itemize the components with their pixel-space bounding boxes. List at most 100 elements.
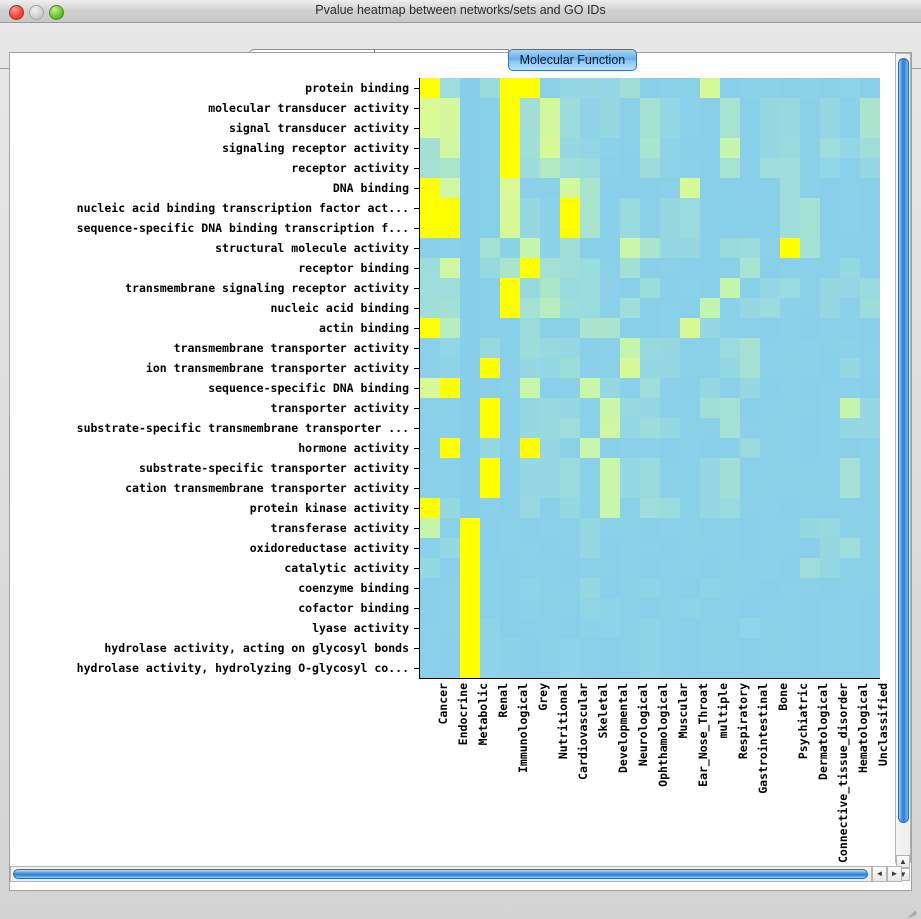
heatmap-cell[interactable] [540, 198, 560, 218]
heatmap-cell[interactable] [680, 378, 700, 398]
heatmap-cell[interactable] [860, 458, 880, 478]
heatmap-cell[interactable] [700, 218, 720, 238]
heatmap-cell[interactable] [700, 378, 720, 398]
heatmap-cell[interactable] [820, 278, 840, 298]
heatmap-cell[interactable] [780, 438, 800, 458]
heatmap-cell[interactable] [720, 658, 740, 678]
heatmap-cell[interactable] [600, 518, 620, 538]
heatmap-cell[interactable] [460, 558, 480, 578]
heatmap-cell[interactable] [740, 478, 760, 498]
heatmap-cell[interactable] [780, 298, 800, 318]
heatmap-cell[interactable] [780, 258, 800, 278]
heatmap-cell[interactable] [460, 278, 480, 298]
heatmap-cell[interactable] [840, 378, 860, 398]
heatmap-cell[interactable] [560, 538, 580, 558]
heatmap-cell[interactable] [560, 118, 580, 138]
heatmap-cell[interactable] [580, 218, 600, 238]
heatmap-cell[interactable] [520, 398, 540, 418]
close-icon[interactable] [9, 5, 24, 20]
heatmap-cell[interactable] [540, 398, 560, 418]
heatmap-cell[interactable] [460, 78, 480, 98]
heatmap-cell[interactable] [620, 558, 640, 578]
heatmap-cell[interactable] [580, 618, 600, 638]
heatmap-cell[interactable] [740, 598, 760, 618]
heatmap-cell[interactable] [480, 538, 500, 558]
heatmap-cell[interactable] [680, 598, 700, 618]
heatmap-cell[interactable] [740, 258, 760, 278]
heatmap-cell[interactable] [580, 598, 600, 618]
heatmap-cell[interactable] [700, 498, 720, 518]
heatmap-cell[interactable] [640, 498, 660, 518]
heatmap-cell[interactable] [680, 498, 700, 518]
heatmap-cell[interactable] [420, 418, 440, 438]
heatmap-cell[interactable] [720, 238, 740, 258]
heatmap-cell[interactable] [460, 498, 480, 518]
heatmap-cell[interactable] [640, 258, 660, 278]
heatmap-cell[interactable] [600, 578, 620, 598]
heatmap-cell[interactable] [780, 398, 800, 418]
heatmap-cell[interactable] [860, 638, 880, 658]
heatmap-cell[interactable] [800, 418, 820, 438]
heatmap-cell[interactable] [700, 538, 720, 558]
heatmap-cell[interactable] [620, 158, 640, 178]
heatmap-cell[interactable] [640, 438, 660, 458]
heatmap-cell[interactable] [440, 498, 460, 518]
heatmap-cell[interactable] [700, 98, 720, 118]
heatmap-cell[interactable] [780, 518, 800, 538]
heatmap-cell[interactable] [420, 398, 440, 418]
heatmap-cell[interactable] [600, 398, 620, 418]
heatmap-cell[interactable] [820, 218, 840, 238]
heatmap-cell[interactable] [860, 338, 880, 358]
heatmap-cell[interactable] [840, 178, 860, 198]
heatmap-cell[interactable] [800, 478, 820, 498]
heatmap-cell[interactable] [540, 538, 560, 558]
heatmap-cell[interactable] [420, 338, 440, 358]
heatmap-cell[interactable] [700, 258, 720, 278]
heatmap-cell[interactable] [620, 238, 640, 258]
heatmap-cell[interactable] [780, 338, 800, 358]
heatmap-cell[interactable] [480, 598, 500, 618]
minimize-icon[interactable] [29, 5, 44, 20]
heatmap-cell[interactable] [440, 178, 460, 198]
heatmap-cell[interactable] [500, 398, 520, 418]
heatmap-cell[interactable] [740, 138, 760, 158]
heatmap-cell[interactable] [540, 598, 560, 618]
heatmap-cell[interactable] [760, 278, 780, 298]
heatmap-cell[interactable] [580, 558, 600, 578]
heatmap-cell[interactable] [840, 558, 860, 578]
heatmap-cell[interactable] [560, 258, 580, 278]
heatmap-cell[interactable] [800, 338, 820, 358]
heatmap-cell[interactable] [760, 538, 780, 558]
heatmap-cell[interactable] [700, 318, 720, 338]
heatmap-cell[interactable] [620, 118, 640, 138]
heatmap-cell[interactable] [680, 238, 700, 258]
heatmap-cell[interactable] [800, 138, 820, 158]
heatmap-cell[interactable] [540, 618, 560, 638]
heatmap-cell[interactable] [620, 198, 640, 218]
heatmap-cell[interactable] [520, 418, 540, 438]
heatmap-cell[interactable] [460, 318, 480, 338]
heatmap-cell[interactable] [720, 98, 740, 118]
heatmap-cell[interactable] [480, 338, 500, 358]
heatmap-cell[interactable] [460, 658, 480, 678]
heatmap-cell[interactable] [620, 338, 640, 358]
heatmap-cell[interactable] [760, 558, 780, 578]
heatmap-cell[interactable] [800, 438, 820, 458]
heatmap-cell[interactable] [700, 298, 720, 318]
heatmap-cell[interactable] [720, 178, 740, 198]
heatmap-cell[interactable] [720, 558, 740, 578]
heatmap-cell[interactable] [620, 98, 640, 118]
heatmap-cell[interactable] [720, 298, 740, 318]
heatmap-cell[interactable] [740, 578, 760, 598]
heatmap-cell[interactable] [680, 78, 700, 98]
heatmap-cell[interactable] [760, 438, 780, 458]
heatmap-cell[interactable] [560, 138, 580, 158]
heatmap-cell[interactable] [440, 318, 460, 338]
vertical-scrollbar[interactable] [895, 53, 911, 863]
heatmap-cell[interactable] [760, 318, 780, 338]
heatmap-cell[interactable] [800, 358, 820, 378]
heatmap-cell[interactable] [740, 498, 760, 518]
heatmap-cell[interactable] [500, 438, 520, 458]
heatmap-cell[interactable] [640, 338, 660, 358]
heatmap-cell[interactable] [840, 158, 860, 178]
